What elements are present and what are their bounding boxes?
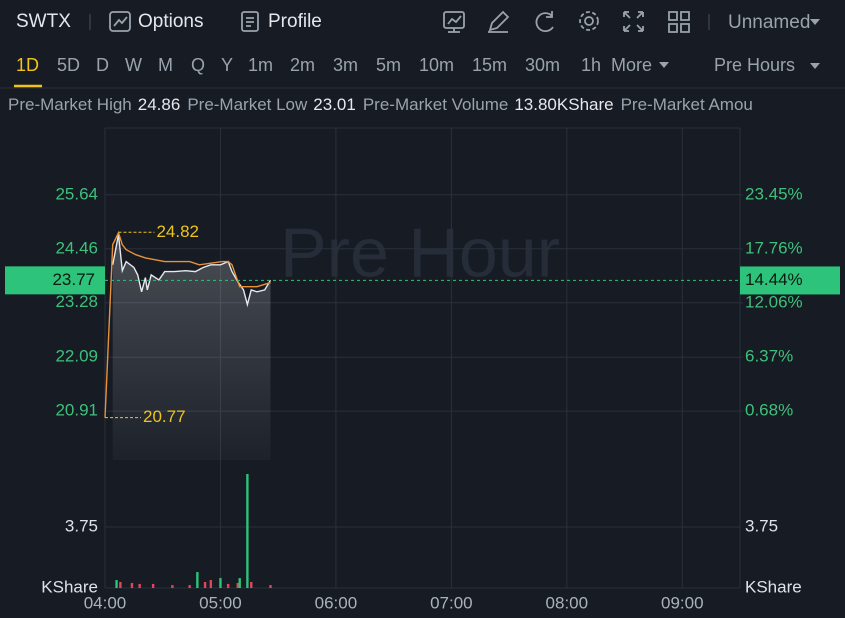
options-icon-line bbox=[113, 16, 128, 27]
period-tab[interactable]: Y bbox=[221, 55, 233, 75]
session-select[interactable]: Pre Hours bbox=[714, 55, 795, 75]
volume-bar bbox=[130, 582, 134, 588]
volume-bar bbox=[115, 580, 118, 588]
volume-bar bbox=[138, 583, 141, 588]
draw-icon[interactable] bbox=[488, 10, 510, 33]
x-tick-label: 04:00 bbox=[84, 593, 127, 612]
current-change-label: 14.44% bbox=[745, 270, 803, 289]
volume-bar bbox=[269, 585, 272, 588]
period-tab[interactable]: 1m bbox=[248, 55, 273, 75]
volume-unit: KShare bbox=[41, 577, 98, 596]
period-tab[interactable]: 5m bbox=[376, 55, 401, 75]
volume-tick-label: 3.75 bbox=[65, 516, 98, 535]
fullscreen-icon[interactable] bbox=[623, 11, 644, 32]
period-tabs: 1D 5D D W M Q Y 1m 2m 3m 5m 10m 15m 30m 1h More bbox=[16, 55, 652, 75]
period-tab[interactable]: 5D bbox=[57, 55, 80, 75]
stat-value: 23.01 bbox=[313, 95, 356, 114]
stat-value: 13.80KShare bbox=[514, 95, 613, 114]
period-tab[interactable]: 1D bbox=[16, 55, 39, 75]
period-tab[interactable]: D bbox=[96, 55, 109, 75]
session-arrow bbox=[810, 63, 820, 69]
x-tick-label: 05:00 bbox=[199, 593, 242, 612]
volume-bar bbox=[238, 578, 241, 588]
volume-tick-label: 3.75 bbox=[745, 516, 778, 535]
y2-tick-label: 6.37% bbox=[745, 346, 793, 365]
volume-bar bbox=[171, 585, 174, 588]
y-tick-label: 20.91 bbox=[55, 401, 98, 420]
x-tick-label: 07:00 bbox=[430, 593, 473, 612]
volume-unit: KShare bbox=[745, 577, 802, 596]
volume-bar bbox=[188, 585, 191, 588]
symbol[interactable]: SWTX bbox=[16, 11, 71, 32]
chart-icon-lines bbox=[447, 15, 462, 33]
annotation-label: 24.82 bbox=[156, 222, 199, 241]
dropdown-arrow bbox=[810, 19, 820, 25]
y-tick-label: 23.28 bbox=[55, 292, 98, 311]
y2-tick-label: 17.76% bbox=[745, 238, 803, 257]
volume-bar bbox=[119, 581, 122, 588]
price-line bbox=[112, 234, 272, 308]
average-line bbox=[104, 230, 271, 418]
refresh-icon[interactable] bbox=[535, 11, 554, 32]
current-price-box bbox=[5, 266, 105, 295]
y2-tick-label: 23.45% bbox=[745, 184, 803, 203]
layout-icon[interactable] bbox=[668, 11, 690, 33]
y-tick-label: 25.64 bbox=[55, 184, 98, 203]
stats-row: Pre-Market High 24.86 Pre-Market Low 23.01 P… bbox=[8, 95, 753, 114]
profile-icon[interactable] bbox=[241, 11, 259, 32]
period-tab[interactable]: 10m bbox=[419, 55, 454, 75]
stat-label: Pre-Market High bbox=[8, 95, 132, 114]
period-tab[interactable]: W bbox=[125, 55, 142, 75]
volume-bar bbox=[203, 581, 207, 588]
settings-icon-ring bbox=[579, 11, 599, 31]
profile-icon-lines bbox=[246, 17, 254, 27]
current-change-box bbox=[740, 266, 840, 295]
y2-tick-label: 12.06% bbox=[745, 293, 803, 312]
y-tick-label: 24.46 bbox=[55, 238, 98, 257]
layout-name[interactable]: Unnamed bbox=[728, 12, 810, 33]
volume-bar bbox=[226, 583, 230, 588]
volume-bar bbox=[151, 583, 155, 588]
period-tab[interactable]: 15m bbox=[472, 55, 507, 75]
stat-label: Pre-Market Low bbox=[187, 95, 308, 114]
watermark: Pre Hour bbox=[280, 213, 560, 291]
x-tick-label: 08:00 bbox=[546, 593, 589, 612]
profile-button[interactable]: Profile bbox=[268, 11, 322, 32]
period-tab[interactable]: 1h bbox=[581, 55, 601, 75]
stat-label: Pre-Market Volume bbox=[363, 95, 509, 114]
period-tab[interactable]: More bbox=[611, 55, 652, 75]
period-tab[interactable]: 3m bbox=[333, 55, 358, 75]
volume-bar bbox=[209, 580, 213, 588]
options-icon[interactable] bbox=[109, 11, 131, 32]
options-button[interactable]: Options bbox=[138, 11, 203, 32]
volume-bar bbox=[219, 578, 222, 588]
x-tick-label: 09:00 bbox=[661, 593, 704, 612]
x-tick-label: 06:00 bbox=[315, 593, 358, 612]
y-tick-label: 22.09 bbox=[55, 347, 98, 366]
period-tab[interactable]: Q bbox=[191, 55, 205, 75]
settings-icon[interactable] bbox=[584, 16, 594, 26]
period-tab[interactable]: M bbox=[158, 55, 173, 75]
volume-bar bbox=[236, 582, 239, 588]
current-price-label: 23.77 bbox=[52, 270, 95, 289]
volume-bar bbox=[246, 473, 249, 588]
y2-tick-label: 0.68% bbox=[745, 400, 793, 419]
chart: Pre Hour 04:00 05:00 06:00 07:00 08:00 09:00 25… bbox=[5, 127, 840, 612]
annotation-label: 20.77 bbox=[143, 407, 186, 426]
volume-bar bbox=[196, 572, 199, 588]
stat-value: 24.86 bbox=[138, 95, 181, 114]
period-tab[interactable]: 30m bbox=[525, 55, 560, 75]
price-area bbox=[112, 234, 271, 460]
more-arrow bbox=[659, 62, 669, 68]
stat-label: Pre-Market Amou bbox=[621, 95, 753, 114]
period-tab[interactable]: 2m bbox=[290, 55, 315, 75]
volume-bar bbox=[250, 581, 253, 588]
